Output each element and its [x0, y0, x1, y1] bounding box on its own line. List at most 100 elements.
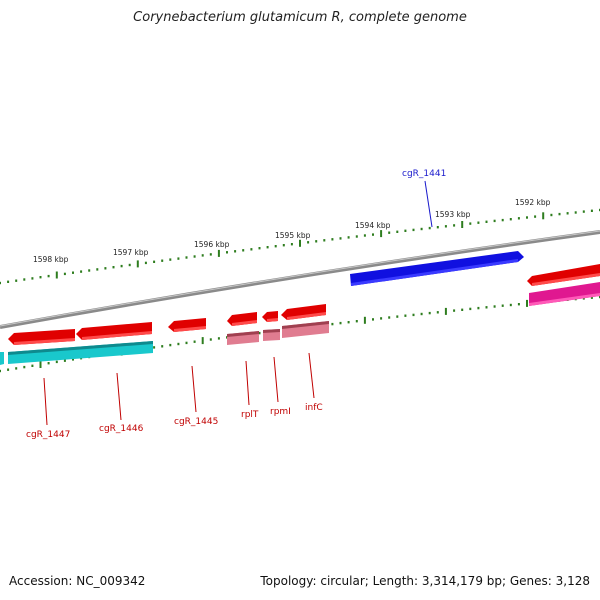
inner-minor-tick: [461, 308, 464, 311]
label-cgR_1447: cgR_1447: [26, 430, 70, 440]
topology-text: Topology: circular; Length: 3,314,179 bp…: [260, 574, 590, 588]
outer-minor-tick: [550, 213, 553, 217]
inner-minor-tick: [47, 362, 50, 365]
outer-minor-tick: [201, 254, 204, 257]
outer-minor-tick: [47, 274, 50, 278]
inner-minor-tick: [396, 315, 399, 318]
outer-minor-tick: [23, 278, 26, 281]
outer-minor-tick: [0, 281, 1, 285]
inner-minor-tick: [153, 346, 156, 349]
outer-minor-tick: [517, 217, 520, 220]
kbp-label-1592: 1592 kbp: [515, 198, 551, 207]
inner-minor-tick: [428, 311, 431, 315]
outer-minor-tick: [420, 227, 423, 231]
kbp-label-1598: 1598 kbp: [33, 255, 69, 264]
outer-minor-tick: [453, 224, 456, 227]
outer-minor-tick: [15, 279, 18, 282]
outer-minor-tick: [282, 244, 285, 247]
inner-minor-tick: [372, 318, 374, 321]
outer-minor-tick: [80, 270, 83, 273]
outer-minor-tick: [526, 216, 528, 219]
inner-minor-tick: [217, 337, 220, 340]
inner-minor-tick: [517, 303, 520, 306]
label-cgR_1441: cgR_1441: [402, 169, 446, 179]
gene-right-magenta[interactable]: [529, 282, 600, 306]
outer-minor-tick: [493, 219, 496, 223]
outer-minor-tick: [331, 238, 334, 241]
kbp-labels: 1598 kbp 1597 kbp 1596 kbp 1595 kbp 1594…: [33, 198, 551, 264]
outer-minor-tick: [509, 218, 512, 221]
kbp-label-1593: 1593 kbp: [435, 210, 471, 219]
outer-minor-tick: [307, 241, 310, 244]
kbp-label-1596: 1596 kbp: [194, 240, 230, 249]
inner-minor-tick: [185, 341, 188, 345]
cds-infC[interactable]: [282, 321, 329, 338]
cds-rplT[interactable]: [227, 331, 259, 345]
gene-cgR_1446[interactable]: [76, 322, 152, 340]
outer-minor-tick: [372, 233, 374, 236]
gene-infC[interactable]: [281, 304, 326, 320]
outer-minor-tick: [209, 253, 212, 256]
outer-minor-tick: [31, 277, 34, 280]
inner-minor-tick: [477, 306, 480, 310]
leader-lines: [43, 180, 433, 426]
kbp-label-1597: 1597 kbp: [113, 248, 149, 257]
outer-minor-tick: [436, 226, 439, 229]
outer-minor-tick: [120, 264, 123, 268]
outer-minor-tick: [226, 251, 228, 254]
outer-minor-tick: [388, 231, 391, 234]
kbp-label-1594: 1594 kbp: [355, 221, 391, 230]
genome-backbone: [0, 230, 600, 329]
outer-minor-tick: [63, 272, 66, 276]
inner-minor-tick: [412, 313, 415, 317]
gene-rplT[interactable]: [227, 312, 257, 326]
outer-major-tick: [217, 249, 220, 257]
label-infC: infC: [305, 403, 323, 413]
inner-minor-tick: [15, 367, 18, 370]
map-title: Corynebacterium glutamicum R, complete g…: [133, 10, 467, 25]
cds-cyan-track[interactable]: [8, 341, 153, 364]
outer-major-tick: [380, 230, 383, 238]
outer-minor-tick: [534, 215, 537, 218]
outer-minor-tick: [72, 271, 74, 274]
outer-minor-tick: [428, 226, 431, 230]
inner-minor-tick: [469, 307, 472, 311]
gene-right-red[interactable]: [527, 264, 600, 286]
inner-minor-tick: [453, 309, 456, 312]
kbp-label-1595: 1595 kbp: [275, 231, 311, 240]
outer-minor-tick: [242, 249, 245, 252]
outer-minor-tick: [104, 267, 107, 270]
accession-text: Accession: NC_009342: [9, 574, 146, 588]
outer-minor-tick: [274, 245, 277, 248]
gene-cgR_1447[interactable]: [8, 329, 75, 345]
outer-minor-tick: [558, 212, 561, 216]
outer-minor-tick: [396, 230, 399, 233]
outer-major-tick: [461, 221, 464, 228]
cds-rpmI[interactable]: [263, 329, 280, 341]
outer-minor-tick: [128, 263, 131, 267]
outer-minor-tick: [39, 276, 42, 279]
inner-minor-tick: [339, 321, 342, 325]
outer-minor-tick: [355, 235, 358, 238]
inner-minor-tick: [161, 345, 164, 348]
inner-minor-tick: [420, 312, 423, 316]
inner-major-tick: [363, 316, 366, 324]
inner-major-tick: [526, 299, 528, 307]
outer-major-tick: [136, 260, 139, 268]
gene-cgR_1441[interactable]: [350, 251, 524, 286]
inner-minor-tick: [55, 360, 58, 364]
outer-minor-tick: [266, 246, 269, 249]
inner-minor-tick: [590, 296, 593, 299]
gene-rpmI[interactable]: [262, 311, 278, 322]
outer-minor-tick: [258, 247, 261, 250]
outer-minor-tick: [153, 260, 156, 263]
gene-cgR_1445[interactable]: [168, 318, 206, 332]
inner-minor-tick: [193, 340, 196, 343]
inner-minor-tick: [509, 303, 512, 307]
inner-major-tick: [444, 307, 447, 315]
outer-minor-tick: [169, 258, 172, 261]
outer-major-tick: [55, 271, 58, 279]
inner-minor-tick: [7, 368, 10, 371]
outer-minor-tick: [250, 248, 253, 251]
